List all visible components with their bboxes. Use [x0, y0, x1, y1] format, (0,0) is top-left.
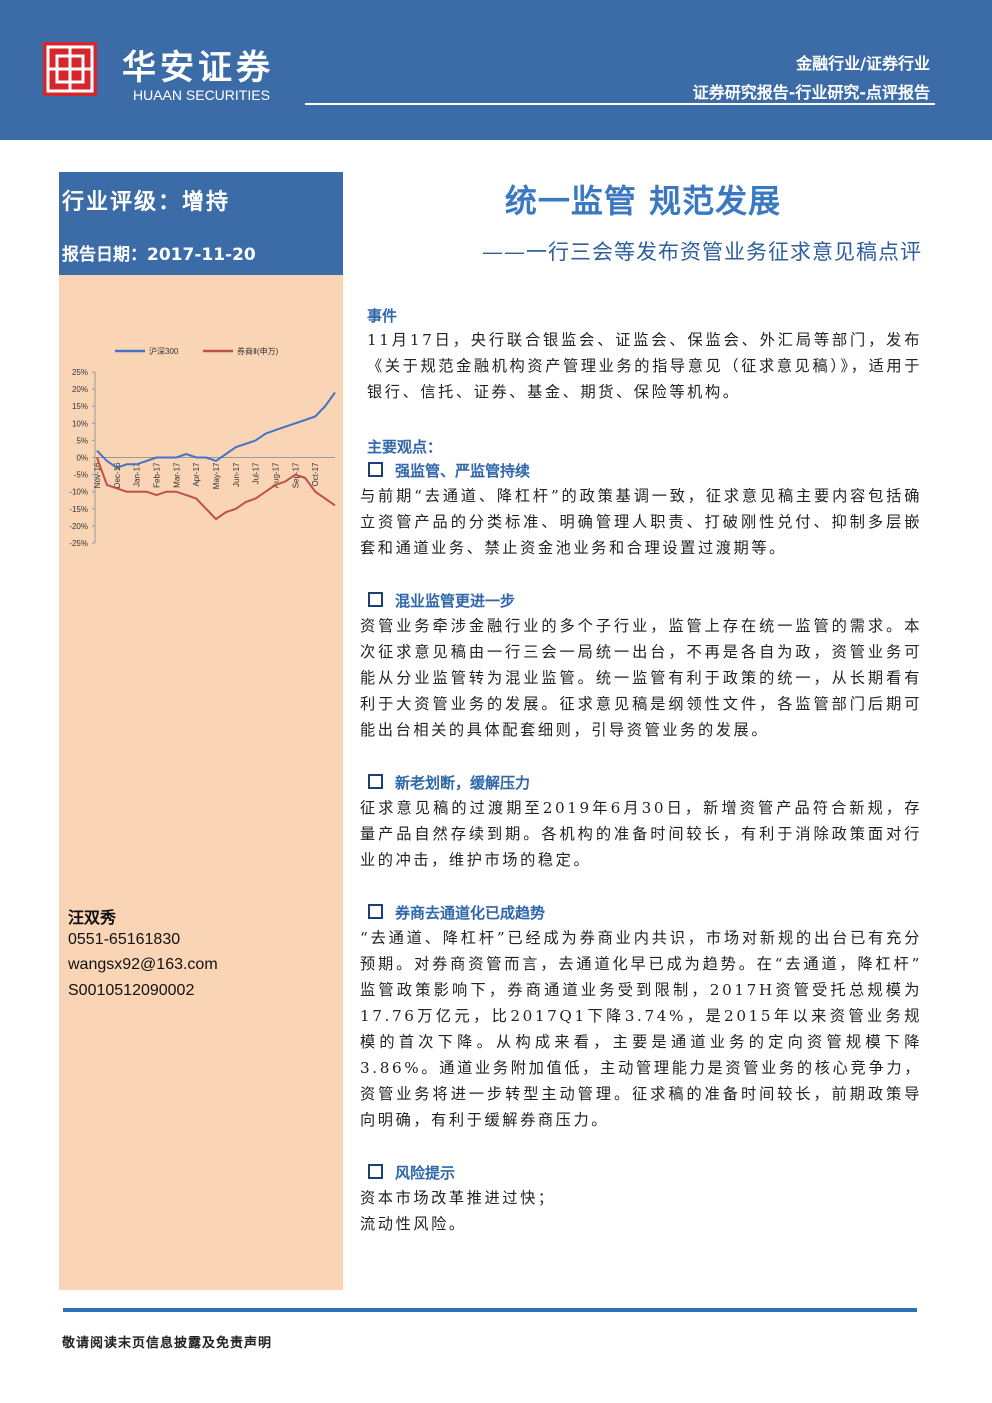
x-tick-label: Jul-17	[252, 462, 261, 484]
y-tick-label: 15%	[72, 402, 88, 411]
logo-icon	[43, 42, 97, 96]
legend-label: 沪深300	[149, 346, 179, 356]
point-title-text: 混业监管更进一步	[395, 592, 516, 610]
x-tick-label: Nov-16	[93, 462, 102, 488]
author-phone: 0551-65161830	[68, 931, 181, 948]
point-body: 征求意见稿的过渡期至2019年6月30日，新增资管产品符合新规，存量产品自然存续…	[360, 795, 922, 873]
report-type: 证券研究报告-行业研究-点评报告	[692, 83, 930, 102]
point-title: 新老划断，缓解压力	[368, 772, 530, 793]
y-tick-label: -15%	[69, 505, 88, 514]
rating: 行业评级：增持	[62, 190, 231, 215]
points-heading: 主要观点：	[367, 438, 443, 456]
checkbox-icon	[368, 592, 383, 607]
sidebar	[59, 275, 343, 1290]
y-tick-label: 10%	[72, 419, 88, 428]
point-title-text: 新老划断，缓解压力	[395, 774, 531, 792]
x-tick-label: Mar-17	[172, 462, 181, 488]
paragraph: 流动性风险。	[360, 1215, 467, 1233]
point-title: 券商去通道化已成趋势	[368, 902, 545, 923]
x-tick-label: Oct-17	[311, 462, 320, 487]
header-rule	[305, 103, 935, 105]
point-title: 混业监管更进一步	[368, 590, 515, 611]
industry: 金融行业/证券行业	[796, 54, 930, 73]
y-tick-label: 5%	[76, 436, 88, 445]
y-tick-label: 25%	[72, 368, 88, 377]
title: 统一监管 规范发展	[504, 182, 782, 220]
footer-rule	[63, 1308, 917, 1312]
event-text: 11月17日，央行联合银监会、证监会、保监会、外汇局等部门，发布《关于规范金融机…	[367, 331, 922, 401]
chart: 25% 20% 15% 10% 5% 0% -5% -10% -15% -20% -25% Nov-1…	[69, 346, 336, 548]
header-band: 华安证券 HUAAN SECURITIES 金融行业/证券行业 证券研究报告-行…	[0, 0, 992, 140]
event-heading: 事件	[367, 307, 398, 325]
paragraph: “去通道、降杠杆”已经成为券商业内共识，市场对新规的出台已有充分预期。对券商资管…	[360, 929, 922, 1129]
x-tick-label: Jun-17	[232, 462, 241, 487]
point-body: 资管业务牵涉金融行业的多个子行业，监管上存在统一监管的需求。本次征求意见稿由一行…	[360, 613, 922, 743]
checkbox-icon	[368, 462, 383, 477]
logo-cn: 华安证券	[122, 48, 274, 88]
checkbox-icon	[368, 904, 383, 919]
legend-label: 券商Ⅱ(申万)	[237, 346, 279, 356]
author-email: wangsx92@163.com	[68, 956, 218, 973]
author-name: 汪双秀	[68, 908, 117, 927]
point-body: 资本市场改革推进过快； 流动性风险。	[360, 1185, 922, 1237]
point-title: 强监管、严监管持续	[368, 460, 530, 481]
x-tick-label: Jan-17	[133, 462, 142, 487]
x-tick-label: Dec-16	[113, 462, 122, 488]
subtitle: ——一行三会等发布资管业务征求意见稿点评	[482, 240, 922, 264]
x-tick-label: May-17	[212, 462, 221, 489]
paragraph: 资管业务牵涉金融行业的多个子行业，监管上存在统一监管的需求。本次征求意见稿由一行…	[360, 617, 922, 739]
point-body: 与前期“去通道、降杠杆”的政策基调一致，征求意见稿主要内容包括确立资管产品的分类…	[360, 483, 922, 561]
point-title-text: 券商去通道化已成趋势	[395, 904, 546, 922]
paragraph: 资本市场改革推进过快；	[360, 1189, 556, 1207]
sidebar-top	[59, 172, 343, 275]
report-date: 报告日期：2017-11-20	[62, 245, 256, 265]
y-tick-label: -20%	[69, 522, 88, 531]
y-tick-label: 20%	[72, 385, 88, 394]
paragraph: 与前期“去通道、降杠杆”的政策基调一致，征求意见稿主要内容包括确立资管产品的分类…	[360, 487, 922, 557]
y-tick-label: 0%	[76, 454, 88, 463]
series-line	[96, 391, 336, 469]
checkbox-icon	[368, 1164, 383, 1179]
y-tick-label: -10%	[69, 488, 88, 497]
y-tick-label: -5%	[74, 471, 88, 480]
author-cert: S0010512090002	[68, 982, 195, 999]
point-title-text: 强监管、严监管持续	[395, 462, 531, 480]
point-body: “去通道、降杠杆”已经成为券商业内共识，市场对新规的出台已有充分预期。对券商资管…	[360, 925, 922, 1133]
x-tick-label: Aug-17	[272, 462, 281, 488]
y-tick-label: -25%	[69, 539, 88, 548]
x-tick-label: Feb-17	[153, 462, 162, 488]
series-line	[96, 457, 336, 521]
x-tick-label: Apr-17	[192, 462, 201, 487]
paragraph: 征求意见稿的过渡期至2019年6月30日，新增资管产品符合新规，存量产品自然存续…	[360, 799, 922, 869]
point-title-text: 风险提示	[395, 1164, 456, 1182]
checkbox-icon	[368, 774, 383, 789]
logo-en: HUAAN SECURITIES	[133, 87, 270, 103]
disclaimer: 敬请阅读末页信息披露及免责声明	[62, 1336, 273, 1351]
point-title: 风险提示	[368, 1162, 455, 1183]
